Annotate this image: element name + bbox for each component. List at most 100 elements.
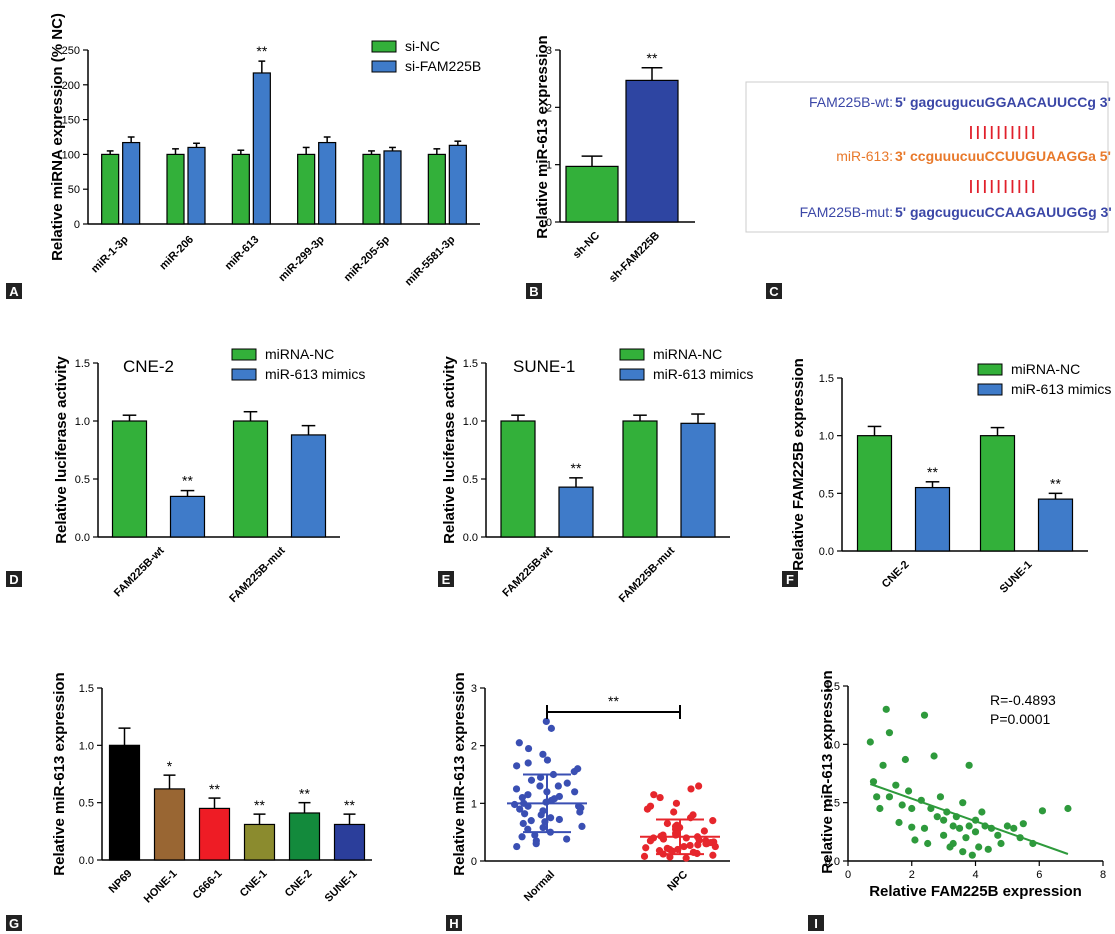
- data-point: [663, 819, 671, 828]
- y-tick-label: 200: [62, 80, 80, 92]
- data-point: [516, 805, 524, 813]
- regression-line: [869, 783, 1069, 855]
- y-axis-label: Relative luciferase activity: [53, 356, 70, 544]
- legend-label: si-NC: [405, 38, 440, 54]
- alignment-box: [745, 81, 1109, 233]
- y-tick-label: 0.5: [825, 798, 840, 810]
- legend-swatch: [231, 368, 257, 381]
- x-tick-label: C666-1: [191, 868, 225, 902]
- data-point: [682, 854, 690, 862]
- y-tick-label: 1.0: [75, 416, 90, 428]
- data-point: [700, 827, 708, 835]
- panel-label: G: [9, 916, 19, 931]
- data-point: [554, 782, 562, 790]
- data-point: [962, 834, 970, 842]
- data-point: [940, 816, 948, 824]
- x-tick-label: CNE-1: [238, 868, 270, 900]
- y-axis-label: Relative miR-613 expression: [534, 35, 551, 238]
- bar-miR-613-mimics: [169, 495, 206, 538]
- data-point: [920, 711, 929, 719]
- y-tick-label: 100: [62, 149, 80, 161]
- data-point: [1064, 804, 1072, 813]
- data-point: [936, 793, 945, 801]
- data-point: [955, 824, 964, 832]
- data-point: [519, 819, 527, 828]
- data-point: [949, 839, 957, 848]
- data-point: [885, 793, 894, 801]
- legend-label: miR-613 mimics: [1011, 381, 1111, 397]
- panel-g: 0.0 0.5 1.0 1.5 Relative miR-613 expression N…: [6, 672, 372, 931]
- y-tick-label: 0.0: [79, 855, 94, 867]
- panel-d: 0.0 0.5 1.0 1.5 Relative luciferase activity…: [6, 346, 365, 605]
- panel-e: 0.0 0.5 1.0 1.5 Relative luciferase activity…: [438, 346, 753, 605]
- bar-miR-613-mimics: [290, 434, 327, 538]
- x-tick-label: Normal: [522, 869, 557, 904]
- data-point: [527, 776, 536, 784]
- significance-mark: **: [299, 786, 310, 802]
- data-point: [971, 828, 980, 836]
- bar-miRNA-NC: [111, 420, 148, 538]
- bar-si-NC: [427, 153, 446, 225]
- bar: [625, 79, 679, 223]
- y-tick-label: 0.0: [463, 532, 478, 544]
- x-tick-label: SUNE-1: [998, 559, 1035, 596]
- data-point: [563, 779, 571, 787]
- data-point: [518, 833, 526, 841]
- data-point: [512, 785, 521, 793]
- data-point: [524, 825, 532, 833]
- data-point: [924, 839, 932, 848]
- bar: [108, 744, 141, 861]
- data-point: [709, 817, 717, 825]
- panel-label-box: [766, 283, 782, 299]
- x-tick-label: miR-1-3p: [89, 233, 131, 275]
- data-point: [571, 788, 579, 796]
- x-tick-label: 8: [1100, 869, 1106, 881]
- data-point: [524, 744, 533, 753]
- panel-label: B: [529, 284, 538, 299]
- data-point: [640, 852, 649, 860]
- data-point: [550, 795, 559, 803]
- significance-mark: **: [647, 50, 658, 66]
- legend-label: miR-613 mimics: [265, 366, 365, 382]
- data-point: [709, 851, 717, 859]
- bar-miR-613-mimics: [680, 422, 716, 538]
- bar-miRNA-NC: [232, 420, 269, 538]
- data-point: [895, 818, 903, 827]
- legend-swatch: [977, 383, 1003, 396]
- legend-swatch: [231, 348, 257, 361]
- y-tick-label: 3: [546, 45, 552, 57]
- x-tick-label: miR-299-3p: [276, 233, 327, 284]
- bar-miRNA-NC: [856, 435, 893, 552]
- y-tick-label: 0.0: [75, 532, 90, 544]
- data-point: [536, 773, 545, 781]
- panel-label: F: [786, 572, 794, 587]
- data-point: [876, 804, 884, 813]
- x-tick-label: NPC: [665, 869, 690, 894]
- bar-miRNA-NC: [979, 435, 1016, 552]
- data-point: [866, 738, 874, 746]
- bar-miR-613-mimics: [1037, 498, 1074, 552]
- y-tick-label: 2: [546, 102, 552, 114]
- data-point: [930, 752, 938, 760]
- legend-label: miR-613 mimics: [653, 366, 753, 382]
- x-tick-label: miR-613: [223, 234, 262, 273]
- significance-mark: *: [167, 758, 173, 774]
- y-axis-label: Relative miR-613 expression: [819, 670, 836, 873]
- bar-si-NC: [231, 153, 250, 225]
- x-tick-label: 0: [845, 869, 851, 881]
- data-point: [984, 845, 992, 853]
- legend-label: miRNA-NC: [653, 346, 722, 362]
- x-tick-label: 4: [972, 869, 978, 881]
- data-point: [527, 817, 535, 825]
- y-tick-label: 1.5: [819, 373, 834, 385]
- y-tick-label: 250: [62, 45, 80, 57]
- data-point: [975, 843, 983, 851]
- bar-miRNA-NC: [500, 420, 536, 538]
- panel-label: A: [9, 284, 19, 299]
- panel-label-box: [6, 283, 22, 299]
- bar-miRNA-NC: [622, 420, 658, 538]
- bar-si-FAM225B: [318, 141, 337, 225]
- legend-swatch: [371, 40, 397, 53]
- bar: [565, 165, 619, 223]
- y-tick-label: 1.0: [825, 739, 840, 751]
